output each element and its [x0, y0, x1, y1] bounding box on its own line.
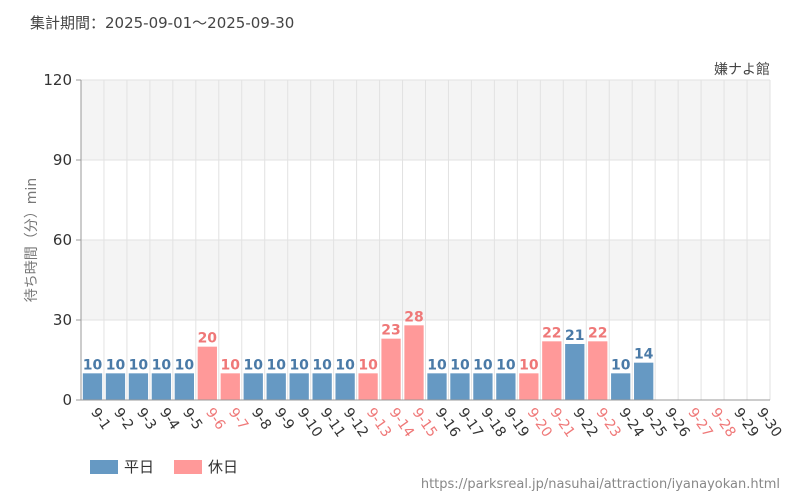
bar-label-9-9: 10	[266, 357, 286, 373]
x-tick-label-9-11: 9-11	[317, 405, 348, 440]
bar-9-1	[82, 373, 103, 400]
x-tick-label-9-4: 9-4	[156, 405, 182, 433]
x-tick-label-9-16: 9-16	[432, 405, 463, 440]
x-tick-label-9-5: 9-5	[179, 405, 205, 433]
bar-9-17	[450, 373, 470, 400]
bar-label-9-25: 14	[634, 347, 654, 363]
x-tick-label-9-8: 9-8	[248, 405, 274, 433]
x-tick-label-9-3: 9-3	[133, 405, 159, 433]
bar-label-9-21: 22	[542, 325, 561, 341]
bar-label-9-24: 10	[611, 357, 631, 373]
x-tick-label-9-15: 9-15	[409, 405, 440, 440]
bar-label-9-20: 10	[519, 357, 539, 373]
bar-9-10	[289, 373, 309, 400]
bar-9-24	[611, 373, 631, 400]
bar-9-11	[312, 373, 332, 400]
bar-9-22	[565, 344, 585, 400]
y-tick-label: 90	[53, 151, 72, 169]
bar-label-9-5: 10	[175, 357, 195, 373]
bar-label-9-17: 10	[450, 357, 470, 373]
legend-label-holiday: 休日	[208, 458, 238, 476]
bar-9-5	[174, 373, 194, 400]
x-tick-label-9-2: 9-2	[110, 405, 136, 433]
y-tick-label: 0	[62, 391, 72, 409]
bar-label-9-12: 10	[335, 357, 355, 373]
bar-9-19	[496, 373, 516, 400]
x-tick-label-9-19: 9-19	[501, 405, 532, 440]
bar-label-9-3: 10	[129, 357, 149, 373]
legend: 平日 休日	[90, 458, 238, 476]
bar-9-4	[151, 373, 172, 400]
bar-9-16	[427, 373, 447, 400]
bars	[82, 325, 654, 400]
bar-9-6	[197, 346, 217, 400]
bar-label-9-15: 28	[404, 309, 423, 325]
bar-label-9-22: 21	[565, 328, 584, 344]
legend-swatch-holiday	[174, 460, 202, 474]
x-tick-label-9-12: 9-12	[340, 405, 371, 440]
bar-9-21	[542, 341, 562, 400]
bar-label-9-6: 20	[198, 331, 218, 347]
legend-label-weekday: 平日	[124, 458, 154, 476]
y-tick-label: 120	[43, 71, 72, 89]
bar-label-9-2: 10	[106, 357, 126, 373]
period-label: 集計期間：2025-09-01～2025-09-30	[30, 14, 294, 32]
x-axis-ticks: 9-19-29-39-49-59-69-79-89-99-109-119-129…	[87, 405, 784, 440]
bar-label-9-4: 10	[152, 357, 172, 373]
attraction-name: 嫌ナよ館	[714, 61, 770, 78]
bar-9-15	[404, 325, 424, 400]
x-tick-label-9-29: 9-29	[730, 405, 761, 440]
x-tick-label-9-22: 9-22	[570, 405, 601, 440]
y-axis-label: 待ち時間（分）min	[24, 178, 40, 302]
y-tick-label: 60	[53, 231, 72, 249]
bar-9-2	[105, 373, 126, 400]
x-tick-label-9-1: 9-1	[87, 405, 113, 433]
x-tick-label-9-7: 9-7	[225, 405, 251, 433]
source-url: https://parksreal.jp/nasuhai/attraction/…	[421, 477, 780, 492]
x-tick-label-9-28: 9-28	[707, 405, 738, 440]
bar-label-9-10: 10	[289, 357, 309, 373]
x-tick-label-9-21: 9-21	[547, 405, 578, 440]
x-tick-label-9-17: 9-17	[455, 405, 486, 440]
x-tick-label-9-14: 9-14	[386, 405, 417, 440]
bar-label-9-11: 10	[312, 357, 332, 373]
bar-9-14	[381, 338, 401, 400]
x-tick-label-9-20: 9-20	[524, 405, 555, 440]
y-tick-label: 30	[53, 311, 72, 329]
x-tick-label-9-10: 9-10	[294, 405, 325, 440]
bar-9-8	[243, 373, 263, 400]
bar-9-18	[473, 373, 493, 400]
x-tick-label-9-25: 9-25	[638, 405, 669, 440]
bar-label-9-13: 10	[358, 357, 378, 373]
x-tick-label-9-6: 9-6	[202, 405, 228, 433]
bar-label-9-1: 10	[83, 357, 103, 373]
bar-label-9-14: 23	[381, 323, 400, 339]
x-tick-label-9-24: 9-24	[615, 405, 646, 440]
bar-label-9-23: 22	[588, 325, 607, 341]
bar-label-9-8: 10	[244, 357, 264, 373]
bar-9-20	[519, 373, 539, 400]
bar-9-13	[358, 373, 378, 400]
x-tick-label-9-26: 9-26	[661, 405, 692, 440]
x-tick-label-9-13: 9-13	[363, 405, 394, 440]
bar-9-3	[128, 373, 149, 400]
bar-label-9-18: 10	[473, 357, 493, 373]
bar-label-9-16: 10	[427, 357, 447, 373]
x-tick-label-9-23: 9-23	[592, 405, 623, 440]
bar-9-23	[588, 341, 608, 400]
bar-9-7	[220, 373, 240, 400]
y-axis-ticks: 0 30 60 90 120	[43, 71, 81, 409]
bar-label-9-7: 10	[221, 357, 241, 373]
x-tick-label-9-30: 9-30	[753, 405, 784, 440]
bar-9-25	[634, 362, 654, 400]
bar-9-12	[335, 373, 355, 400]
x-tick-label-9-9: 9-9	[271, 405, 297, 433]
x-tick-label-9-18: 9-18	[478, 405, 509, 440]
bar-label-9-19: 10	[496, 357, 516, 373]
x-tick-label-9-27: 9-27	[684, 405, 715, 440]
bar-9-9	[266, 373, 286, 400]
legend-swatch-weekday	[90, 460, 118, 474]
